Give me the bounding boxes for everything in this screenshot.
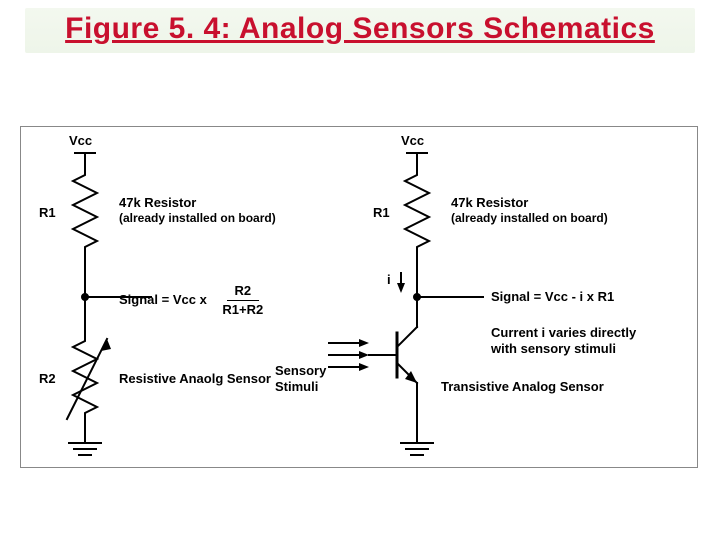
left-r1-title: 47k Resistor xyxy=(119,195,196,211)
left-signal-fraction: R2 R1+R2 xyxy=(218,283,267,319)
right-i-label: i xyxy=(387,272,391,288)
right-r1-name: R1 xyxy=(373,205,390,221)
stimuli-sub: Stimuli xyxy=(275,379,318,394)
right-current-2: with sensory stimuli xyxy=(491,341,616,357)
left-r2-name: R2 xyxy=(39,371,56,387)
left-sensor-label: Resistive Anaolg Sensor xyxy=(119,371,271,387)
right-sensor-label: Transistive Analog Sensor xyxy=(441,379,604,395)
left-frac-top: R2 xyxy=(227,283,260,301)
left-r1-name: R1 xyxy=(39,205,56,221)
left-signal-prefix: Signal = Vcc x xyxy=(119,292,207,307)
figure-title-band: Figure 5. 4: Analog Sensors Schematics xyxy=(0,8,720,53)
stimuli-label: Sensory Stimuli xyxy=(275,363,326,396)
stimuli-title: Sensory xyxy=(275,363,326,378)
figure-title-bg: Figure 5. 4: Analog Sensors Schematics xyxy=(25,8,695,53)
right-signal: Signal = Vcc - i x R1 xyxy=(491,289,614,305)
right-vcc-label: Vcc xyxy=(401,133,424,149)
left-frac-bot: R1+R2 xyxy=(218,301,267,318)
left-vcc-label: Vcc xyxy=(69,133,92,149)
schematic-container: Vcc R1 47k Resistor (already installed o… xyxy=(20,126,698,468)
right-r1-title: 47k Resistor xyxy=(451,195,528,211)
right-current-1: Current i varies directly xyxy=(491,325,636,341)
right-r1-sub: (already installed on board) xyxy=(451,211,608,226)
left-r1-sub: (already installed on board) xyxy=(119,211,276,226)
figure-title: Figure 5. 4: Analog Sensors Schematics xyxy=(65,12,655,47)
left-signal: Signal = Vcc x R2 R1+R2 xyxy=(119,283,267,319)
